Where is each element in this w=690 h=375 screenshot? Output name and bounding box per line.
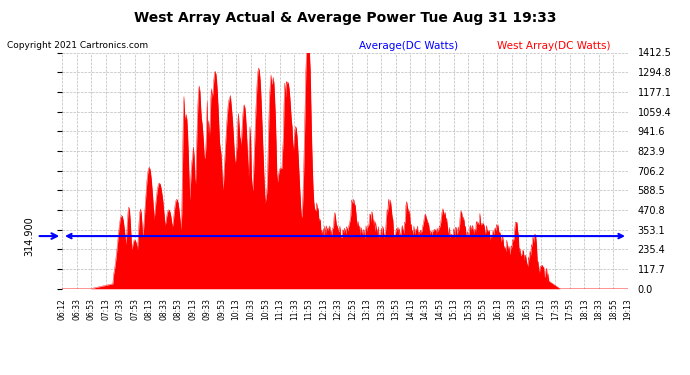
Text: West Array(DC Watts): West Array(DC Watts) [497,41,610,51]
Text: Copyright 2021 Cartronics.com: Copyright 2021 Cartronics.com [7,41,148,50]
Text: Average(DC Watts): Average(DC Watts) [359,41,458,51]
Text: West Array Actual & Average Power Tue Aug 31 19:33: West Array Actual & Average Power Tue Au… [134,11,556,25]
Text: 314.900: 314.900 [25,216,34,256]
